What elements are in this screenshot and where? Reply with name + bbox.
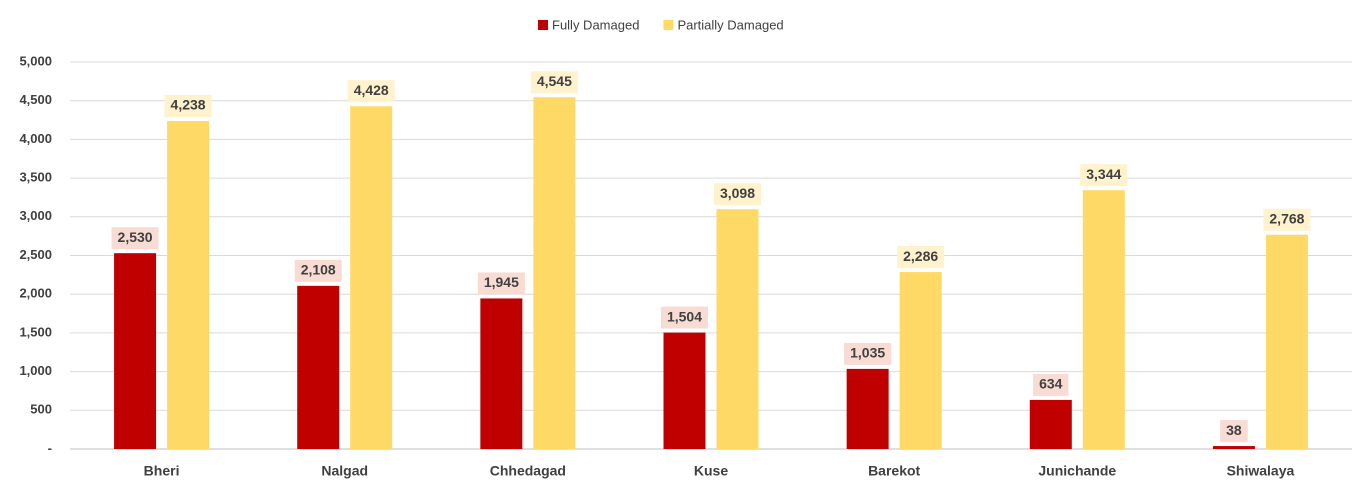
data-label-bg [1263, 208, 1311, 231]
y-tick-label: 4,000 [19, 131, 52, 146]
data-label: 4,545 [537, 73, 572, 89]
data-label-bg [1033, 373, 1069, 396]
data-label-bg [1220, 420, 1248, 443]
data-label: 4,238 [171, 97, 206, 113]
data-label-bg [530, 71, 578, 94]
legend-label: Fully Damaged [552, 17, 639, 32]
bar [350, 106, 393, 449]
bar [480, 298, 523, 449]
bar [716, 209, 759, 449]
x-tick-label: Chhedagad [490, 463, 566, 479]
data-label-bg [347, 80, 395, 103]
bar [899, 272, 942, 449]
data-label: 1,945 [484, 274, 519, 290]
y-tick-label: 4,500 [19, 92, 52, 107]
legend-swatch [538, 20, 548, 30]
bar [1265, 234, 1308, 449]
x-tick-label: Kuse [694, 463, 728, 479]
bar [297, 285, 340, 449]
x-tick-label: Shiwalaya [1227, 463, 1295, 479]
data-label: 2,286 [903, 248, 938, 264]
data-label: 2,768 [1269, 210, 1304, 226]
y-tick-label: 3,500 [19, 170, 52, 185]
x-tick-label: Nalgad [321, 463, 368, 479]
data-label: 1,035 [850, 345, 885, 361]
legend-label: Partially Damaged [677, 17, 783, 32]
y-tick-label: - [48, 440, 52, 455]
data-label: 1,504 [667, 308, 702, 324]
bar [114, 253, 157, 449]
data-label-bg [1080, 164, 1128, 187]
data-label: 3,098 [720, 185, 755, 201]
data-label-bg [111, 227, 159, 250]
bar [1212, 446, 1255, 449]
bar [167, 120, 210, 450]
legend-swatch [663, 20, 674, 30]
data-label: 2,530 [118, 229, 153, 245]
y-tick-label: 2,000 [19, 286, 52, 301]
data-label-bg [713, 183, 762, 206]
data-label: 634 [1039, 376, 1063, 392]
bar [533, 97, 576, 449]
y-tick-label: 500 [30, 402, 52, 417]
data-label-bg [164, 94, 212, 117]
data-label-bg [477, 272, 525, 295]
y-tick-label: 2,500 [19, 247, 52, 262]
bar [1029, 399, 1072, 449]
data-label: 38 [1226, 422, 1242, 438]
y-tick-label: 1,500 [19, 324, 52, 339]
bar [846, 368, 889, 449]
data-label-bg [844, 342, 892, 365]
y-tick-label: 1,000 [19, 363, 52, 378]
x-tick-label: Junichande [1038, 463, 1116, 479]
data-label: 2,108 [301, 262, 336, 278]
data-label-bg [294, 259, 342, 282]
x-tick-label: Bheri [144, 463, 180, 479]
data-label: 3,344 [1086, 166, 1121, 182]
bar [1082, 190, 1125, 450]
x-tick-label: Barekot [868, 463, 920, 479]
data-label-bg [897, 246, 945, 269]
bar [663, 332, 706, 449]
y-tick-label: 3,000 [19, 208, 52, 223]
y-tick-label: 5,000 [19, 53, 52, 68]
data-label-bg [660, 306, 709, 329]
data-label: 4,428 [354, 82, 389, 98]
